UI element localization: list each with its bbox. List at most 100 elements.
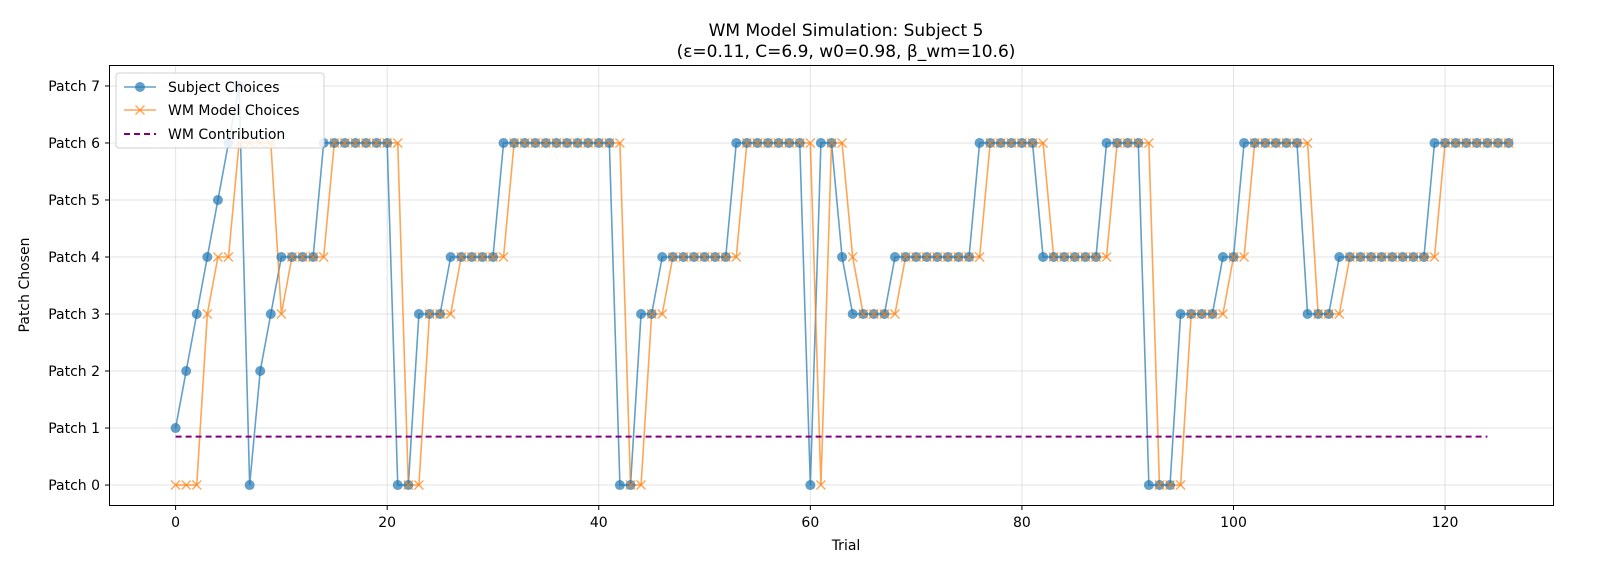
data-point-wm-model <box>1334 309 1345 320</box>
data-point-wm-model <box>752 137 763 148</box>
y-tick-label: Patch 0 <box>48 478 100 494</box>
x-tick-label: 120 <box>1432 515 1459 531</box>
data-point-wm-model <box>1482 137 1493 148</box>
data-point-subject <box>498 137 509 148</box>
data-point-subject <box>191 309 202 320</box>
data-point-subject <box>1239 137 1250 148</box>
data-point-wm-model <box>456 251 467 262</box>
data-point-wm-model <box>361 137 372 148</box>
data-point-wm-model <box>477 251 488 262</box>
data-point-wm-model <box>784 137 795 148</box>
data-point-wm-model <box>625 480 636 491</box>
data-point-subject <box>974 137 985 148</box>
data-point-wm-model <box>1027 137 1038 148</box>
data-point-wm-model <box>1006 137 1017 148</box>
data-point-wm-model <box>202 309 213 320</box>
y-tick-label: Patch 2 <box>48 364 100 380</box>
y-tick-label: Patch 4 <box>48 250 100 266</box>
data-point-wm-model <box>318 251 329 262</box>
data-point-wm-model <box>1165 480 1176 491</box>
data-point-wm-model <box>1175 480 1186 491</box>
data-point-wm-model <box>1016 137 1027 148</box>
x-tick-label: 80 <box>1013 515 1031 531</box>
grid <box>110 66 1553 505</box>
chart-subtitle: (ε=0.11, C=6.9, w0=0.98, β_wm=10.6) <box>677 42 1016 62</box>
data-point-wm-model <box>1355 251 1366 262</box>
data-point-wm-model <box>604 137 615 148</box>
data-point-wm-model <box>308 251 319 262</box>
data-point-wm-model <box>339 137 350 148</box>
data-point-wm-model <box>170 480 181 491</box>
data-point-wm-model <box>1069 251 1080 262</box>
data-point-wm-model <box>858 309 869 320</box>
data-point-subject <box>1038 251 1049 262</box>
data-point-wm-model <box>1196 309 1207 320</box>
data-point-wm-model <box>1048 251 1059 262</box>
data-point-subject <box>255 366 266 377</box>
y-axis-label: Patch Chosen <box>17 238 33 333</box>
data-point-wm-model <box>466 251 477 262</box>
legend-label-wm-model: WM Model Choices <box>168 103 300 119</box>
data-point-wm-model <box>1376 251 1387 262</box>
data-point-subject <box>1101 137 1112 148</box>
data-point-subject <box>181 366 192 377</box>
series-markers <box>170 80 1514 491</box>
legend-label-wm-contribution: WM Contribution <box>168 127 285 143</box>
legend-item-subject: Subject Choices <box>124 80 280 96</box>
data-point-wm-model <box>540 137 551 148</box>
legend-marker-subject <box>135 82 145 92</box>
y-axis: Patch 0 Patch 1 Patch 2 Patch 3 Patch 4 Patch… <box>48 79 110 494</box>
data-point-wm-model <box>403 480 414 491</box>
y-tick-label: Patch 5 <box>48 193 100 209</box>
x-tick-label: 100 <box>1220 515 1247 531</box>
x-tick-label: 40 <box>590 515 608 531</box>
plot-area-frame <box>109 65 1554 506</box>
data-point-wm-model <box>667 251 678 262</box>
data-point-wm-model <box>1270 137 1281 148</box>
data-point-wm-model <box>382 137 393 148</box>
legend-item-wm-model: WM Model Choices <box>124 103 300 119</box>
data-point-wm-model <box>212 251 223 262</box>
data-point-wm-model <box>435 309 446 320</box>
data-point-wm-model <box>1217 309 1228 320</box>
x-axis: 0 20 40 60 80 100 120 <box>171 505 1458 531</box>
data-point-wm-model <box>572 137 583 148</box>
data-point-wm-model <box>445 309 456 320</box>
data-point-wm-model <box>636 480 647 491</box>
data-point-wm-model <box>1408 251 1419 262</box>
data-point-wm-model <box>530 137 541 148</box>
data-point-subject <box>202 251 213 262</box>
data-point-wm-model <box>1080 251 1091 262</box>
legend-label-subject: Subject Choices <box>168 80 280 96</box>
data-point-wm-model <box>1101 251 1112 262</box>
data-point-wm-model <box>1366 251 1377 262</box>
data-point-wm-model <box>1281 137 1292 148</box>
data-point-wm-model <box>932 251 943 262</box>
data-point-wm-model <box>1090 251 1101 262</box>
data-point-wm-model <box>1249 137 1260 148</box>
data-point-wm-model <box>498 251 509 262</box>
data-point-wm-model <box>805 137 816 148</box>
data-point-wm-model <box>329 137 340 148</box>
data-point-subject <box>1175 309 1186 320</box>
x-tick-label: 60 <box>801 515 819 531</box>
data-point-wm-model <box>773 137 784 148</box>
data-point-wm-model <box>911 251 922 262</box>
data-point-subject <box>837 251 848 262</box>
data-point-wm-model <box>1291 137 1302 148</box>
data-point-wm-model <box>1471 137 1482 148</box>
data-point-subject <box>244 480 255 491</box>
data-point-wm-model <box>921 251 932 262</box>
legend: Subject Choices WM Model Choices WM Cont… <box>115 72 325 149</box>
data-point-wm-model <box>763 137 774 148</box>
data-point-subject <box>815 137 826 148</box>
data-point-subject <box>1334 251 1345 262</box>
data-point-wm-model <box>974 251 985 262</box>
data-point-wm-model <box>1260 137 1271 148</box>
data-point-wm-model <box>1133 137 1144 148</box>
data-point-subject <box>657 251 668 262</box>
data-point-wm-model <box>297 251 308 262</box>
data-point-wm-model <box>847 251 858 262</box>
data-point-subject <box>276 251 287 262</box>
